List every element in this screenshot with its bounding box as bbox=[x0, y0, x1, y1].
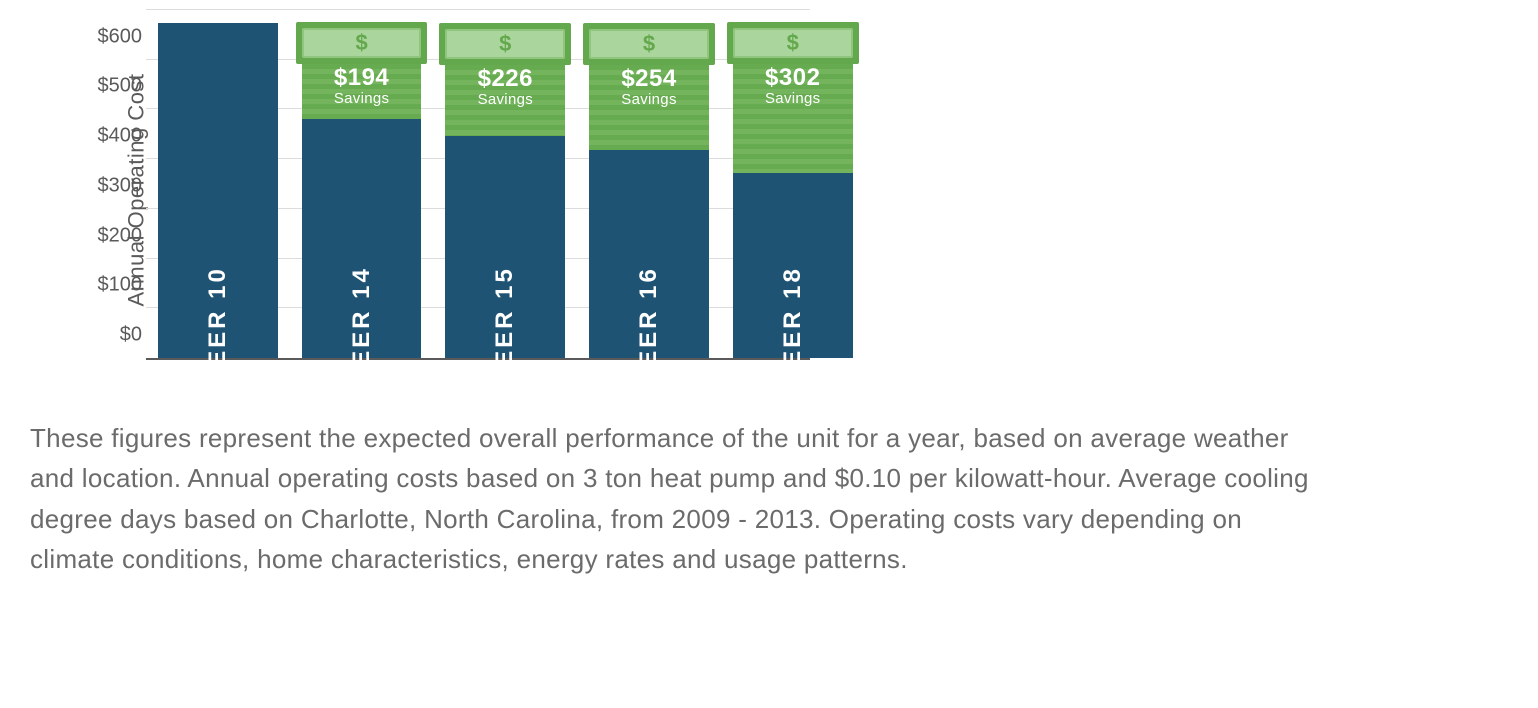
dollar-bill-icon: $ bbox=[296, 22, 428, 64]
savings-segment: $254Savings bbox=[589, 65, 709, 150]
seer-label: SEER 15 bbox=[491, 266, 519, 386]
savings-segment: $302Savings bbox=[733, 64, 853, 173]
bar-column: $$254SavingsSEER 16 bbox=[589, 10, 709, 358]
bar-column: $$302SavingsSEER 18 bbox=[733, 10, 853, 358]
savings-amount: $226 bbox=[478, 65, 533, 93]
cost-segment: SEER 16 bbox=[589, 150, 709, 358]
dollar-sign-icon: $ bbox=[355, 30, 367, 56]
savings-amount: $302 bbox=[765, 64, 820, 92]
savings-segment: $194Savings bbox=[302, 64, 422, 119]
chart-container: Annual Operating Cost $0$100$200$300$400… bbox=[30, 10, 1508, 370]
cost-segment: SEER 10 bbox=[158, 23, 278, 358]
chart-inner: $0$100$200$300$400$500$600$700 SEER 10$$… bbox=[90, 10, 810, 360]
y-tick-label: $300 bbox=[82, 174, 142, 197]
cost-segment: SEER 18 bbox=[733, 173, 853, 358]
bar-column: SEER 10 bbox=[158, 10, 278, 358]
dollar-sign-icon: $ bbox=[499, 31, 511, 57]
seer-label: SEER 16 bbox=[635, 266, 663, 386]
dollar-sign-icon: $ bbox=[787, 30, 799, 56]
y-tick-label: $600 bbox=[82, 25, 142, 48]
y-tick-label: $100 bbox=[82, 274, 142, 297]
savings-amount: $194 bbox=[334, 64, 389, 92]
savings-label: Savings bbox=[765, 90, 820, 107]
savings-label: Savings bbox=[621, 91, 676, 108]
savings-label: Savings bbox=[334, 90, 389, 107]
savings-segment: $226Savings bbox=[445, 65, 565, 136]
dollar-bill-icon: $ bbox=[727, 22, 859, 64]
bars-container: SEER 10$$194SavingsSEER 14$$226SavingsSE… bbox=[146, 10, 810, 358]
dollar-sign-icon: $ bbox=[643, 31, 655, 57]
bar-column: $$194SavingsSEER 14 bbox=[302, 10, 422, 358]
y-tick-label: $200 bbox=[82, 224, 142, 247]
cost-segment: SEER 14 bbox=[302, 119, 422, 358]
seer-label: SEER 14 bbox=[348, 266, 376, 386]
y-ticks: $0$100$200$300$400$500$600$700 bbox=[82, 10, 142, 358]
savings-amount: $254 bbox=[621, 65, 676, 93]
y-tick-label: $500 bbox=[82, 75, 142, 98]
y-tick-label: $0 bbox=[82, 324, 142, 347]
seer-label: SEER 10 bbox=[204, 266, 232, 386]
bar-column: $$226SavingsSEER 15 bbox=[445, 10, 565, 358]
cost-segment: SEER 15 bbox=[445, 136, 565, 358]
dollar-bill-icon: $ bbox=[583, 23, 715, 65]
savings-label: Savings bbox=[478, 91, 533, 108]
y-tick-label: $400 bbox=[82, 125, 142, 148]
plot-area: $0$100$200$300$400$500$600$700 SEER 10$$… bbox=[146, 10, 810, 360]
seer-label: SEER 18 bbox=[779, 266, 807, 386]
dollar-bill-icon: $ bbox=[439, 23, 571, 65]
caption-text: These figures represent the expected ove… bbox=[30, 418, 1310, 579]
